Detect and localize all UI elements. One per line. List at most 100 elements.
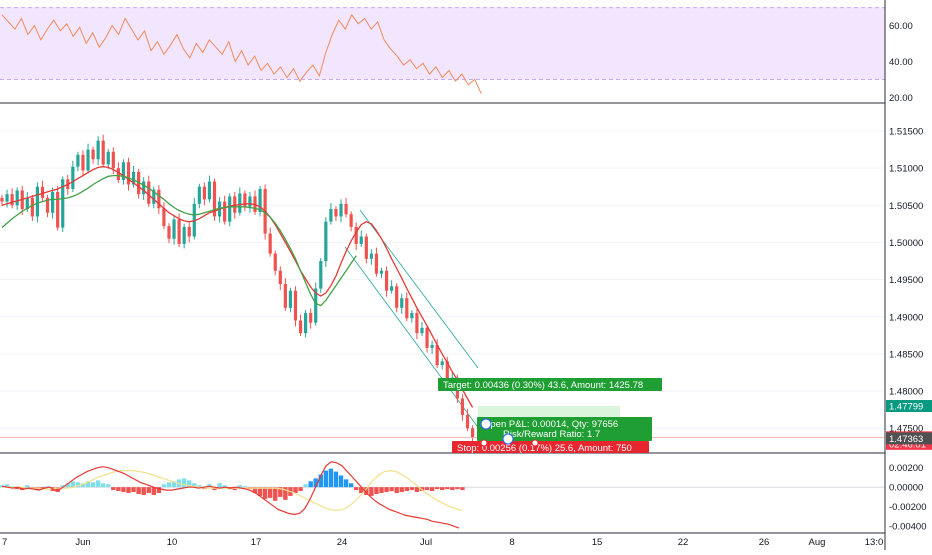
rsi-band xyxy=(0,7,885,80)
macd-histogram-bar xyxy=(166,482,172,488)
macd-histogram-bar xyxy=(333,471,339,488)
handle-icon[interactable] xyxy=(531,439,539,447)
time-tick-label: Aug xyxy=(809,537,826,548)
macd-histogram-bar xyxy=(171,481,177,488)
candle xyxy=(233,196,237,213)
macd-histogram-bar xyxy=(359,487,364,494)
candle xyxy=(71,166,75,189)
price-tick-label: 0.00000 xyxy=(889,483,923,494)
candle xyxy=(35,186,40,217)
candle xyxy=(278,270,282,285)
candle xyxy=(319,261,323,289)
candle xyxy=(415,313,419,334)
macd-histogram-bar xyxy=(121,487,126,493)
macd-histogram-bar xyxy=(237,485,243,488)
macd-histogram-bar xyxy=(222,485,227,488)
macd-histogram-bar xyxy=(399,487,404,493)
candle xyxy=(106,151,110,165)
price-tick-label: 20.00 xyxy=(889,93,913,104)
macd-line xyxy=(1,461,460,529)
stop-label: Stop: 0.00256 (0.17%) 25.6, Amount: 750 xyxy=(457,443,632,454)
candle xyxy=(288,290,293,308)
macd-histogram-bar xyxy=(343,479,349,488)
macd-histogram-bar xyxy=(318,474,323,488)
flag-icon[interactable] xyxy=(502,433,514,445)
candle xyxy=(268,233,272,254)
candle xyxy=(238,193,242,213)
time-tick-label: Jul xyxy=(420,537,432,548)
macd-histogram-bar xyxy=(414,487,420,493)
macd-histogram-bar xyxy=(146,487,151,494)
candle xyxy=(96,140,100,160)
candle xyxy=(369,253,373,259)
macd-histogram-bar xyxy=(308,481,313,488)
macd-histogram-bar xyxy=(242,486,248,488)
candle xyxy=(435,345,439,366)
macd-histogram-bar xyxy=(338,475,344,488)
candle xyxy=(81,154,85,171)
price-tag-label: 1.47799 xyxy=(889,402,923,413)
target-label: Target: 0.00436 (0.30%) 43.6, Amount: 14… xyxy=(443,380,643,391)
price-tick-label: 1.49000 xyxy=(889,312,923,323)
flag-icon[interactable] xyxy=(480,418,492,430)
candle xyxy=(126,162,131,185)
rr-label: Risk/Reward Ratio: 1.7 xyxy=(503,429,600,440)
macd-histogram-bar xyxy=(75,482,81,488)
macd-histogram-bar xyxy=(257,487,263,496)
time-tick-label: 24 xyxy=(337,537,348,548)
time-axis[interactable]: 7 Jun 10 17 24 Jul 8 15 22 26 Aug 13:0 xyxy=(2,537,883,548)
macd-histogram-bar xyxy=(409,487,415,491)
long-position-tool[interactable]: Target: 0.00436 (0.30%) 43.6, Amount: 14… xyxy=(438,378,662,454)
macd-histogram-bar xyxy=(369,487,374,496)
macd-histogram-bar xyxy=(136,487,141,494)
candle xyxy=(167,226,171,239)
candle xyxy=(45,197,50,213)
candle xyxy=(56,191,60,228)
macd-histogram-bar xyxy=(262,487,268,499)
macd-histogram-bar xyxy=(303,484,308,488)
macd-histogram-bar xyxy=(70,481,76,488)
candle xyxy=(147,181,151,204)
time-tick-label: Jun xyxy=(75,537,90,548)
macd-histogram-bar xyxy=(4,484,10,488)
price-tick-label: 1.50500 xyxy=(889,201,923,212)
macd-histogram-bar xyxy=(328,468,334,488)
macd-histogram-bar xyxy=(181,478,187,488)
candle xyxy=(91,149,95,160)
price-tick-label: -0.00200 xyxy=(889,502,927,513)
candle xyxy=(202,186,206,200)
macd-histogram-bar xyxy=(101,483,106,488)
price-tick-label: 1.48500 xyxy=(889,349,923,360)
price-tick-label: 1.50000 xyxy=(889,238,923,249)
time-tick-label: 26 xyxy=(759,537,770,548)
rsi-line xyxy=(1,13,482,95)
macd-histogram-bar xyxy=(278,487,283,497)
price-scale[interactable]: 60.00 40.00 20.00 1.51500 1.51000 1.50500 1.50… xyxy=(886,21,932,533)
candle xyxy=(460,398,465,415)
candle xyxy=(379,270,384,274)
handle-icon[interactable] xyxy=(480,439,488,447)
candle xyxy=(223,201,227,222)
candle xyxy=(243,193,247,207)
macd-histogram-bar xyxy=(217,483,222,488)
candle xyxy=(152,189,156,204)
macd-histogram-bar xyxy=(126,487,131,494)
macd-histogram-bar xyxy=(354,487,359,491)
macd-histogram-bar xyxy=(273,487,278,501)
time-tick-label: 17 xyxy=(251,537,262,548)
candle xyxy=(440,361,444,366)
macd-histogram-bar xyxy=(404,487,409,492)
candle xyxy=(354,226,358,244)
macd-histogram-bar xyxy=(283,487,288,500)
price-tick-label: 1.49500 xyxy=(889,275,923,286)
macd-histogram-bar xyxy=(364,487,369,495)
macd-histogram-bar xyxy=(161,484,167,488)
candle xyxy=(142,181,146,195)
candle xyxy=(258,188,262,212)
candle xyxy=(10,194,14,206)
target-label-bg xyxy=(438,378,662,391)
macd-histogram-bar xyxy=(323,470,329,488)
candle xyxy=(364,236,368,259)
